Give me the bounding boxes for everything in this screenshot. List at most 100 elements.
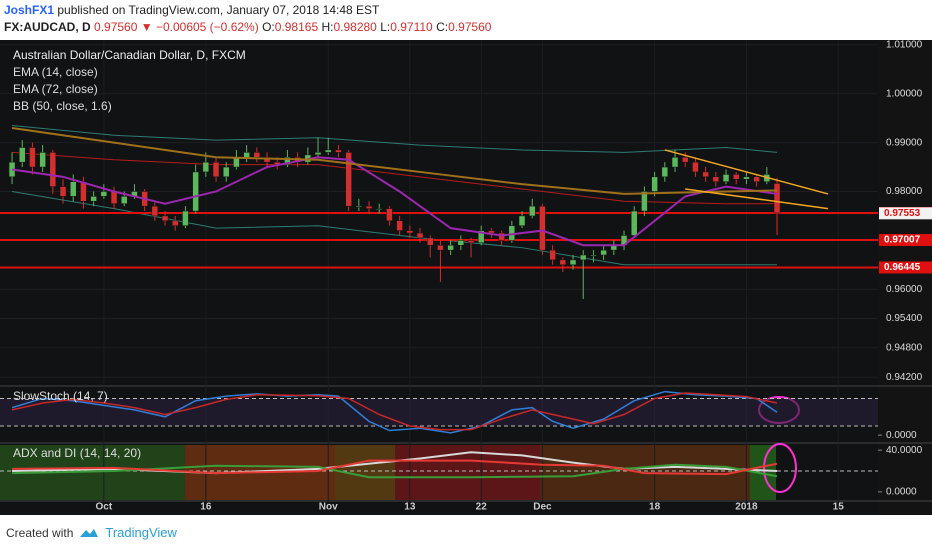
candle-body (467, 240, 475, 244)
brand[interactable]: TradingView (105, 525, 177, 540)
price-label-box (879, 234, 932, 247)
candle-body (120, 196, 128, 204)
candle-body (539, 205, 546, 251)
candle-body (600, 249, 607, 256)
candle-body (243, 152, 250, 158)
candle-body (569, 259, 577, 266)
pane-title: SlowStoch (14, 7) (13, 389, 108, 403)
chart-title: Australian Dollar/Canadian Dollar, D, FX… (13, 48, 246, 62)
candle-body (559, 259, 567, 266)
candle-body (488, 230, 495, 234)
l: 0.97110 (390, 20, 433, 34)
candle-body (314, 152, 322, 156)
candle-body (743, 176, 750, 180)
legend-entry: EMA (14, close) (13, 65, 98, 79)
legend-entry: BB (50, close, 1.6) (13, 99, 112, 113)
bb-upper (11, 125, 778, 153)
candle-body (90, 196, 97, 202)
x-tick-label: 16 (200, 502, 212, 513)
candle-body (661, 166, 669, 178)
candle-body (426, 237, 434, 246)
change: ▼ −0.00605 (−0.62%) (140, 20, 259, 34)
candle-body (406, 230, 414, 234)
c-label: C: (436, 20, 449, 34)
candle-body (416, 232, 424, 239)
indicator-line (11, 392, 778, 431)
y-tick-label: 0.0000 (886, 430, 917, 441)
candle-body (284, 157, 291, 165)
candle-body (171, 220, 179, 226)
footer: Created with TradingView (6, 525, 177, 540)
candle-body (518, 215, 526, 226)
price-label: 0.96445 (884, 262, 921, 273)
x-tick-label: Nov (319, 502, 338, 513)
candle-body (151, 205, 159, 217)
candle-body (39, 152, 46, 168)
candle-body (161, 215, 169, 222)
x-tick-label: Dec (533, 502, 552, 513)
o-label: O: (262, 20, 275, 34)
candle-body (29, 147, 36, 168)
candle-body (528, 205, 536, 217)
candle-body (263, 157, 271, 163)
indicator-line (11, 390, 778, 434)
candle-body (773, 183, 781, 214)
candle-body (375, 208, 383, 210)
author[interactable]: JoshFX1 (4, 3, 55, 17)
candle-body (641, 191, 648, 212)
candle-body (437, 244, 444, 251)
published: published on TradingView.com, January 07… (57, 3, 380, 17)
candle-body (590, 254, 597, 257)
legend-entry: EMA (72, close) (13, 82, 98, 96)
y-tick-label: 0.94800 (886, 343, 923, 354)
candle-body (182, 210, 189, 226)
bb-basis (11, 151, 778, 205)
candle-body (681, 157, 689, 163)
candle-body (732, 174, 740, 180)
annotation-circle (763, 443, 797, 493)
ema-line (11, 156, 778, 247)
candle-body (712, 176, 720, 182)
created-with: Created with (6, 525, 74, 540)
y-tick-label: 0.95400 (886, 313, 923, 324)
l-label: L: (380, 20, 391, 34)
pane-title: ADX and DI (14, 14, 20) (13, 446, 141, 460)
x-tick-label: 22 (476, 502, 488, 513)
candle-body (722, 174, 730, 182)
symbol: FX:AUDCAD, D (4, 20, 91, 34)
y-tick-label: 0.94200 (886, 372, 923, 383)
candle-body (396, 220, 403, 231)
o: 0.98165 (274, 20, 319, 34)
y-tick-label: 0.0000 (886, 487, 917, 498)
h-label: H: (321, 20, 334, 34)
x-tick-label: 18 (649, 502, 661, 513)
candle-body (671, 157, 679, 168)
y-tick-label: 1.01000 (886, 40, 923, 51)
candle-body (110, 191, 118, 204)
candle-body (457, 240, 465, 246)
x-tick-label: 15 (833, 502, 845, 513)
y-tick-label: 40.0000 (886, 445, 923, 456)
x-tick-label: 13 (404, 502, 416, 513)
y-tick-label: 0.98000 (886, 186, 923, 197)
c: 0.97560 (448, 20, 492, 34)
candle-body (49, 152, 57, 187)
candle-body (202, 161, 210, 173)
last: 0.97560 (94, 20, 138, 34)
price-label-box (879, 207, 932, 220)
candle-body (80, 181, 87, 202)
price-label-box (879, 261, 932, 274)
price-axis (878, 40, 932, 515)
x-tick-label: 2018 (735, 502, 758, 513)
y-tick-label: 0.99000 (886, 137, 923, 148)
candle-body (335, 149, 342, 153)
candle-body (222, 166, 230, 178)
candle-body (69, 181, 77, 197)
candle-body (192, 171, 199, 212)
candle-body (579, 254, 587, 261)
candle-body (702, 171, 709, 178)
candle-body (477, 230, 485, 244)
candle-body (253, 152, 261, 158)
header: JoshFX1 published on TradingView.com, Ja… (4, 2, 491, 36)
